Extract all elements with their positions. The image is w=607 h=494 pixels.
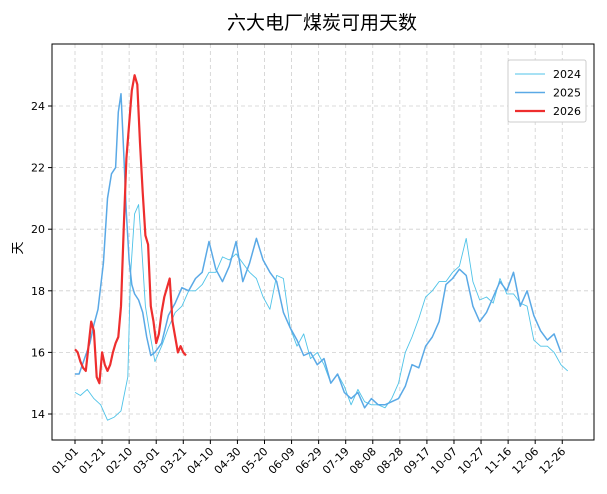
x-tick-label: 08-28 (374, 445, 406, 477)
legend-label-2024: 2024 (553, 68, 581, 81)
grid-lines (52, 44, 594, 440)
series-line-2026 (74, 74, 187, 385)
legend-box (507, 59, 587, 123)
x-tick-label: 01-01 (49, 445, 81, 477)
x-tick-label: 03-01 (131, 445, 163, 477)
legend-label-2025: 2025 (553, 87, 581, 100)
x-tick-label: 03-21 (158, 445, 190, 477)
x-tick-label: 09-17 (401, 445, 433, 477)
x-axis-ticks: 01-0101-2102-1003-0103-2104-1004-3005-20… (49, 440, 568, 477)
y-axis-ticks: 14 16 18 20 22 24 (31, 100, 52, 421)
y-tick-label: 16 (31, 346, 45, 359)
series-lines (74, 74, 569, 421)
x-tick-label: 05-20 (239, 445, 271, 477)
plot-area-frame (51, 43, 595, 441)
x-tick-label: 02-10 (103, 445, 135, 477)
legend-label-2026: 2026 (553, 105, 581, 118)
y-tick-label: 18 (31, 285, 45, 298)
x-tick-label: 10-07 (428, 445, 460, 477)
x-tick-label: 11-16 (482, 445, 514, 477)
x-tick-label: 06-09 (266, 445, 298, 477)
y-tick-label: 24 (31, 100, 45, 113)
x-tick-label: 12-06 (510, 445, 542, 477)
y-tick-label: 20 (31, 223, 45, 236)
x-tick-label: 10-27 (455, 445, 487, 477)
x-tick-label: 12-26 (537, 445, 569, 477)
x-tick-label: 08-08 (347, 445, 379, 477)
series-line-2024 (74, 204, 569, 421)
legend: 2024 2025 2026 (507, 59, 587, 123)
series-line-2025 (75, 92, 562, 409)
y-tick-label: 22 (31, 162, 45, 175)
x-tick-label: 04-10 (185, 445, 217, 477)
x-tick-label: 07-19 (320, 445, 352, 477)
chart-title: 六大电厂煤炭可用天数 (227, 12, 417, 34)
x-tick-label: 06-29 (293, 445, 325, 477)
x-tick-label: 04-30 (212, 445, 244, 477)
y-tick-label: 14 (31, 408, 45, 421)
y-axis-label: 天 (11, 241, 26, 254)
x-tick-label: 01-21 (76, 445, 108, 477)
